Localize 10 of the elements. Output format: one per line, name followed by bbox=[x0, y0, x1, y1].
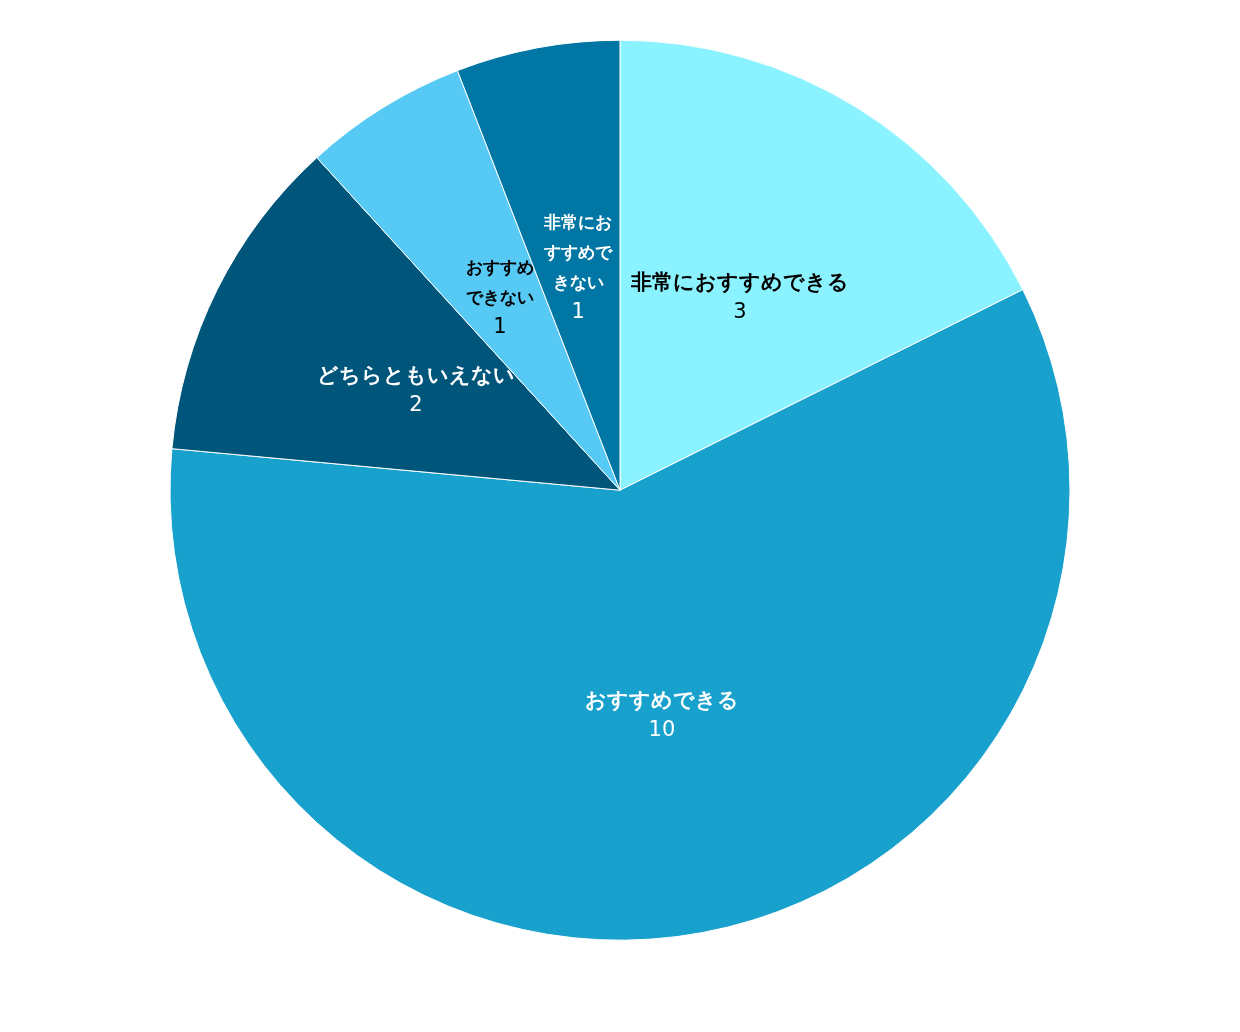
slice-label: おすすめできる bbox=[584, 688, 739, 713]
data-label: 1 bbox=[571, 299, 585, 324]
data-label: 3 bbox=[733, 299, 747, 324]
data-label: 2 bbox=[409, 391, 423, 416]
data-label: 10 bbox=[648, 717, 676, 742]
data-label: 1 bbox=[493, 314, 507, 339]
slice-label: どちらともいえない bbox=[316, 362, 515, 387]
slice-label: 非常におすすめできない bbox=[543, 212, 614, 293]
slice-label: おすすめできない bbox=[465, 257, 534, 308]
slice-label: 非常におすすめできる bbox=[630, 270, 850, 295]
